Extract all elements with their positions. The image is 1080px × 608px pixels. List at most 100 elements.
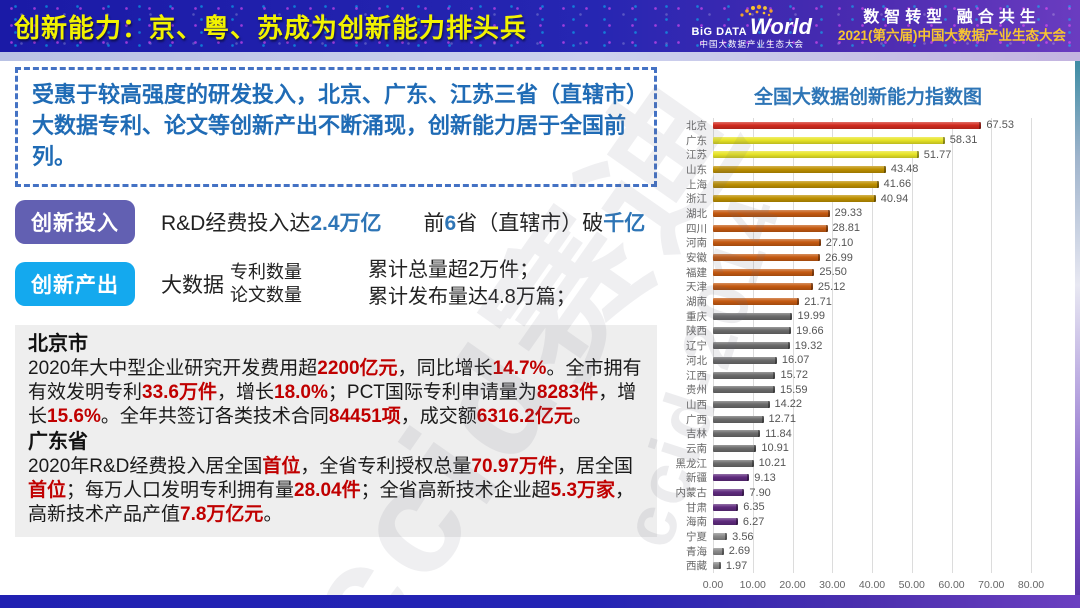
chart-row: 福建 25.50 xyxy=(665,265,1071,280)
highlight-value: 70.97万件 xyxy=(471,455,557,477)
chart-bar xyxy=(713,239,821,247)
y-axis-label: 江西 xyxy=(686,369,707,382)
chart-row: 河北 16.07 xyxy=(665,353,1071,368)
text-segment: ，高新技术产品产值 xyxy=(28,479,635,526)
y-axis-label: 贵州 xyxy=(686,384,707,397)
bar-value-label: 28.81 xyxy=(832,222,861,235)
text-segment: ，成交额 xyxy=(400,406,477,428)
logo-text-bigdata: BiG DATA xyxy=(691,25,748,38)
beijing-title: 北京市 xyxy=(28,332,88,355)
chart-title: 全国大数据创新能力指数图 xyxy=(753,87,982,108)
logo-dots-icon xyxy=(740,4,773,17)
chart-row: 吉林 11.84 xyxy=(665,426,1071,441)
highlight-value: 14.7% xyxy=(492,357,547,379)
bar-track: 19.32 xyxy=(713,338,1031,353)
bar-track: 11.84 xyxy=(713,426,1031,441)
page-title: 创新能力：京、粤、苏成为创新能力排头兵 xyxy=(14,12,528,43)
y-axis-label: 云南 xyxy=(686,442,707,455)
y-axis-label: 湖南 xyxy=(686,296,707,309)
y-axis-label: 上海 xyxy=(686,178,707,191)
output-facts: 大数据 专利数量 论文数量 累计总量超2万件； 累计发布量达4.8万篇； xyxy=(161,257,576,311)
highlight-value: 33.6万件 xyxy=(142,382,217,404)
x-axis-tick: 20.00 xyxy=(779,579,806,592)
y-axis-label: 陕西 xyxy=(686,325,707,338)
bar-value-label: 25.12 xyxy=(817,280,846,293)
output-items: 专利数量 论文数量 xyxy=(230,261,302,306)
y-axis-label: 西藏 xyxy=(686,560,707,573)
highlight-value: 7.8万亿元 xyxy=(180,504,264,526)
bar-value-label: 3.56 xyxy=(732,530,754,543)
bar-value-label: 15.72 xyxy=(780,369,809,382)
y-axis-label: 青海 xyxy=(686,545,707,558)
bar-track: 3.56 xyxy=(713,529,1031,544)
chart-bar xyxy=(713,430,761,438)
text-segment: 。全年共签订各类技术合同 xyxy=(100,406,329,428)
bar-track: 7.90 xyxy=(713,485,1031,500)
chart-bar xyxy=(713,518,738,526)
header-divider-strip xyxy=(0,52,1080,61)
bar-value-label: 19.99 xyxy=(797,310,825,323)
bar-value-label: 40.94 xyxy=(880,192,909,205)
province-detail-box: 北京市 2020年大中型企业研究开发费用超2200亿元，同比增长14.7%。全市… xyxy=(15,324,657,537)
y-axis-label: 重庆 xyxy=(686,310,707,323)
bar-chart: 北京 67.53 广东 58.31 江苏 51.77 山东 43.48 上海 41.66 浙江 40.… xyxy=(665,118,1071,574)
x-axis-tick: 10.00 xyxy=(739,579,766,592)
bar-value-label: 15.59 xyxy=(779,383,808,396)
bigdata-label: 大数据 xyxy=(161,273,224,297)
chart-bar xyxy=(713,327,792,335)
chart-row: 云南 10.91 xyxy=(665,441,1071,456)
bar-value-label: 7.90 xyxy=(749,486,771,499)
chart-row: 陕西 19.66 xyxy=(665,324,1071,339)
text-segment: 前 xyxy=(423,211,445,235)
chart-bar xyxy=(713,444,757,452)
chart-bar xyxy=(713,165,886,173)
y-axis-label: 山西 xyxy=(686,398,707,411)
bar-value-label: 6.35 xyxy=(743,501,765,514)
chart-row: 广西 12.71 xyxy=(665,412,1071,427)
bar-value-label: 1.97 xyxy=(725,559,748,572)
chart-row: 新疆 9.13 xyxy=(665,471,1071,486)
bar-track: 10.91 xyxy=(713,441,1031,456)
chart-panel: 全国大数据创新能力指数图 北京 67.53 广东 58.31 江苏 51.77 山东 43.4… xyxy=(665,82,1071,597)
bar-track: 2.69 xyxy=(713,544,1031,559)
gridline xyxy=(792,118,794,574)
chart-bar xyxy=(713,195,876,203)
bar-track: 10.21 xyxy=(713,456,1031,471)
x-axis-tick: 50.00 xyxy=(898,579,925,592)
header-bar: 创新能力：京、粤、苏成为创新能力排头兵 BiG DATA World 中国大数据… xyxy=(0,0,1080,52)
highlight-value: 5.3万家 xyxy=(550,479,616,501)
beijing-paragraph: 2020年大中型企业研究开发费用超2200亿元，同比增长14.7%。全市拥有有效… xyxy=(28,357,644,430)
bigdata-world-logo: BiG DATA World 中国大数据产业生态大会 xyxy=(692,4,812,49)
bar-value-label: 67.53 xyxy=(986,119,1014,132)
bar-track: 15.59 xyxy=(713,382,1031,397)
bar-track: 21.71 xyxy=(713,294,1031,309)
chart-row: 贵州 15.59 xyxy=(665,382,1071,397)
chart-bar xyxy=(713,268,815,276)
bar-track: 6.35 xyxy=(713,500,1031,515)
intro-callout-box: 受惠于较高强度的研发投入，北京、广东、江苏三省（直辖市）大数据专利、论文等创新产… xyxy=(15,67,657,187)
highlight-value: 首位 xyxy=(262,455,301,477)
chart-bar xyxy=(713,254,821,262)
chart-bar xyxy=(713,474,750,482)
x-axis-tick: 40.00 xyxy=(858,579,886,592)
text-segment: 2020年大中型企业研究开发费用超 xyxy=(28,357,318,379)
y-axis-label: 山东 xyxy=(686,163,707,176)
highlight-value: 6 xyxy=(444,211,457,235)
bar-track: 51.77 xyxy=(713,147,1031,162)
bar-track: 16.07 xyxy=(713,353,1031,368)
text-segment: 。 xyxy=(572,406,592,428)
output-result-published: 累计发布量达4.8万篇； xyxy=(368,285,576,308)
highlight-value: 84451项 xyxy=(328,406,401,428)
chart-bar xyxy=(713,489,745,497)
chart-bar xyxy=(713,415,764,423)
y-axis-label: 江苏 xyxy=(686,149,707,162)
y-axis-label: 河北 xyxy=(686,354,707,367)
x-axis-tick: 80.00 xyxy=(1017,579,1045,592)
bar-value-label: 41.66 xyxy=(883,178,912,191)
bottom-strip xyxy=(0,595,1080,608)
x-axis-tick: 60.00 xyxy=(938,579,965,592)
bar-track: 41.66 xyxy=(713,177,1031,192)
y-axis-label: 河南 xyxy=(686,237,707,250)
bar-value-label: 10.21 xyxy=(758,457,787,470)
header-right-group: BiG DATA World 中国大数据产业生态大会 数智转型 融合共生 202… xyxy=(692,4,1080,49)
